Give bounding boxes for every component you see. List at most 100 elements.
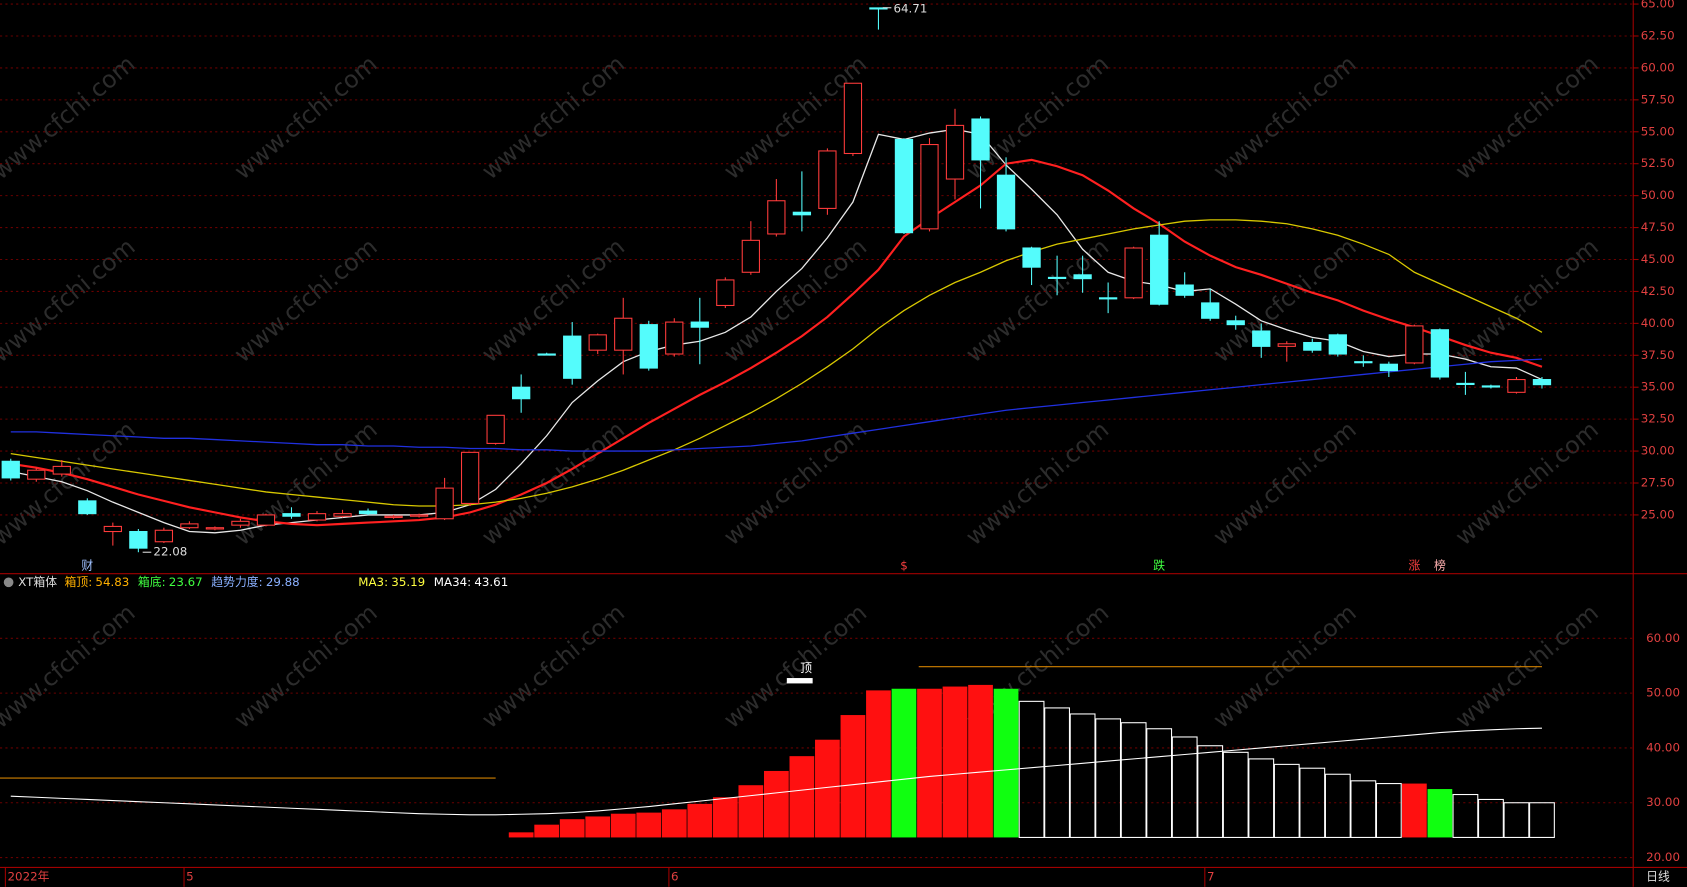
y-tick-label: 50.00 — [1646, 686, 1680, 700]
candle-body — [588, 334, 607, 351]
y-tick-label: 30.00 — [1646, 795, 1680, 809]
x-tick-label: 2022年 — [8, 870, 50, 884]
candle-body — [843, 82, 863, 155]
box-bar — [891, 688, 917, 838]
box-bar — [1401, 783, 1427, 838]
box-bar — [508, 832, 534, 838]
candle-body — [741, 239, 760, 273]
box-bar — [1018, 700, 1045, 838]
box-bar — [1248, 758, 1275, 838]
candle-body — [333, 513, 352, 517]
candle-body — [971, 118, 990, 161]
candle-body — [818, 150, 837, 209]
y-tick-label: 42.50 — [1641, 284, 1675, 298]
y-tick-label: 35.00 — [1641, 380, 1675, 394]
candle-body — [486, 414, 505, 444]
x-tick-label: 5 — [186, 870, 194, 884]
box-bar — [1069, 713, 1096, 838]
header-label: MA3: — [358, 575, 388, 589]
ma-line — [10, 358, 1543, 452]
candle-body — [792, 211, 812, 216]
box-bar — [1273, 763, 1300, 838]
box-bar — [1503, 802, 1530, 838]
box-bar — [1324, 773, 1351, 838]
candle-body — [256, 514, 276, 526]
y-tick-label: 30.00 — [1641, 444, 1675, 458]
y-tick-label: 47.50 — [1641, 220, 1675, 234]
candle-body — [78, 500, 97, 515]
candle-body — [1175, 284, 1194, 296]
candle-body — [1098, 297, 1118, 300]
candle-body — [1354, 361, 1373, 364]
candle-body — [205, 527, 225, 530]
y-tick-label: 25.00 — [1641, 507, 1675, 521]
candle-body — [282, 513, 301, 517]
candle-body — [1124, 247, 1143, 299]
box-bar — [1350, 780, 1377, 838]
candle-body — [1379, 363, 1398, 372]
header-label: 趋势力度: — [211, 575, 262, 589]
box-bar — [687, 803, 713, 838]
box-bar — [1529, 802, 1555, 838]
candle-body — [409, 514, 429, 517]
box-bar — [917, 688, 942, 838]
box-bar — [1146, 728, 1173, 838]
candle-body — [1456, 382, 1475, 385]
high-label: 64.71 — [894, 1, 928, 15]
box-bar — [712, 797, 738, 838]
header-value: 35.19 — [391, 575, 425, 589]
candle-body — [460, 451, 480, 504]
y-tick-label: 60.00 — [1641, 60, 1675, 74]
y-tick-label: 37.50 — [1641, 348, 1675, 362]
box-bar — [866, 690, 891, 838]
y-tick-label: 40.00 — [1641, 316, 1675, 330]
header-label: 箱底: — [138, 575, 166, 589]
candle-body — [767, 200, 786, 235]
candle-body — [537, 353, 556, 356]
candle-body — [1481, 385, 1501, 388]
candle-body — [103, 525, 122, 533]
candle-body — [180, 523, 199, 529]
box-bar — [1171, 736, 1198, 838]
candle-body — [920, 144, 939, 230]
y-tick-label: 45.00 — [1641, 252, 1675, 266]
candle-body — [27, 469, 46, 480]
box-bar — [1427, 789, 1453, 838]
box-bar — [1478, 798, 1504, 838]
x-tick-label: 6 — [671, 870, 679, 884]
candle-body — [945, 124, 965, 180]
box-bar — [1299, 767, 1326, 838]
candle-body — [1226, 320, 1245, 326]
candle-body — [1405, 325, 1424, 364]
period-label: 日线 — [1646, 870, 1670, 884]
candle-body — [563, 335, 582, 379]
candle-body — [1507, 379, 1526, 393]
candle-body — [639, 324, 658, 369]
box-bar — [1197, 745, 1224, 838]
candle-body — [1073, 274, 1092, 280]
candle-body — [358, 510, 378, 515]
y-tick-label: 32.50 — [1641, 412, 1675, 426]
candle-body — [1328, 334, 1347, 355]
candle-body — [716, 279, 735, 307]
candle-body — [614, 317, 633, 351]
box-bar — [738, 785, 764, 838]
box-bar — [840, 715, 866, 838]
box-bar — [1222, 751, 1249, 838]
marker-label: 顶 — [800, 661, 812, 675]
box-bar — [1375, 783, 1402, 838]
y-tick-label: 50.00 — [1641, 188, 1675, 202]
candle-body — [1150, 234, 1169, 305]
box-bar — [661, 809, 687, 838]
box-bar — [559, 819, 585, 838]
box-bar — [789, 756, 815, 838]
x-tick-label: 7 — [1207, 870, 1215, 884]
ma-line — [10, 219, 1543, 507]
low-label: 22.08 — [153, 545, 187, 559]
candle-body — [52, 465, 71, 475]
box-bar — [636, 812, 662, 838]
box-bar — [610, 813, 636, 838]
box-bar — [1120, 722, 1147, 838]
signal-tag: $ — [900, 559, 908, 573]
